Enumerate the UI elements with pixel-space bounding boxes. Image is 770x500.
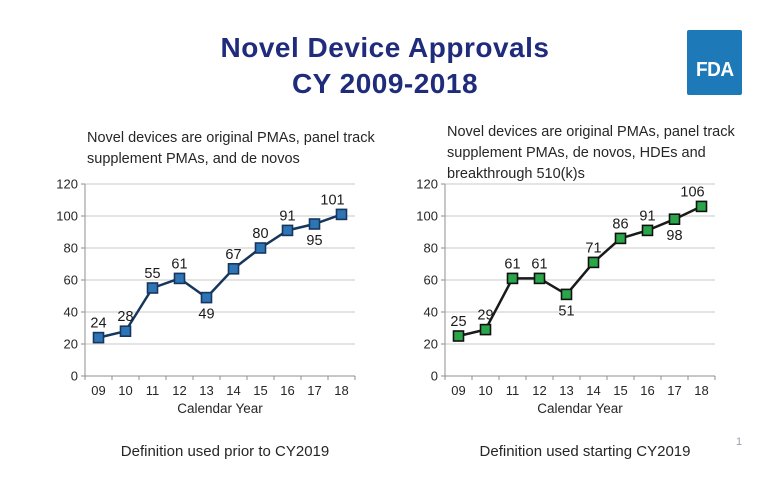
data-point-label: 91 <box>639 208 655 224</box>
page-title: Novel Device Approvals CY 2009-2018 <box>0 30 770 102</box>
data-point-marker <box>452 330 465 342</box>
title-line-2: CY 2009-2018 <box>291 68 479 99</box>
y-tick-label: 20 <box>424 337 438 352</box>
data-point-label: 61 <box>531 256 547 272</box>
chart-panel-prior-definition: Novel devices are original PMAs, panel t… <box>45 110 385 475</box>
data-point-label: 91 <box>279 208 295 224</box>
data-point-marker <box>641 224 654 237</box>
chart-caption-prior: Definition used prior to CY2019 <box>120 443 330 460</box>
y-tick-label: 40 <box>64 305 78 320</box>
data-point-marker <box>533 272 546 285</box>
x-tick-label: 15 <box>253 383 267 398</box>
page-number: 1 <box>736 436 743 448</box>
data-point-label: 51 <box>558 303 574 319</box>
fda-logo-text: FDA <box>695 59 734 81</box>
x-tick-label: 14 <box>586 383 600 398</box>
x-tick-label: 11 <box>506 383 520 398</box>
y-tick-label: 40 <box>424 305 438 320</box>
x-tick-label: 16 <box>280 383 294 398</box>
data-point-marker <box>587 256 600 269</box>
data-line <box>98 213 342 339</box>
data-point-label: 98 <box>666 228 682 244</box>
y-tick-label: 80 <box>64 241 78 256</box>
y-tick-label: 0 <box>71 369 78 384</box>
data-point-label: 49 <box>198 307 214 323</box>
x-tick-label: 18 <box>694 383 708 398</box>
data-point-label: 61 <box>171 256 187 272</box>
title-line-1: Novel Device Approvals <box>220 32 550 63</box>
x-tick-label: 09 <box>91 383 105 398</box>
x-tick-label: 12 <box>532 383 546 398</box>
chart-subtitle-prior: Novel devices are original PMAs, panel t… <box>87 130 375 167</box>
data-point-marker <box>227 263 240 275</box>
data-point-marker <box>173 272 186 285</box>
data-point-marker <box>479 323 492 336</box>
x-tick-label: 10 <box>118 383 132 398</box>
data-point-marker <box>146 282 159 294</box>
data-point-label: 71 <box>585 240 601 256</box>
data-point-marker <box>200 291 213 304</box>
data-point-label: 106 <box>680 184 704 200</box>
data-point-label: 86 <box>612 216 628 232</box>
y-tick-label: 120 <box>416 177 438 192</box>
data-point-label: 24 <box>90 316 106 332</box>
chart-panel-starting-definition: Novel devices are original PMAs, panel t… <box>405 110 745 475</box>
data-line <box>458 205 703 338</box>
x-tick-label: 17 <box>307 383 321 398</box>
chart-caption-starting: Definition used starting CY2019 <box>479 443 691 460</box>
y-tick-label: 20 <box>64 337 78 352</box>
data-point-marker <box>695 200 708 213</box>
data-point-label: 55 <box>144 266 160 282</box>
data-point-marker <box>281 224 294 237</box>
x-tick-label: 16 <box>640 383 654 398</box>
y-tick-label: 100 <box>416 209 438 224</box>
data-point-marker <box>335 208 348 221</box>
data-point-marker <box>614 232 627 245</box>
x-tick-label: 09 <box>451 383 465 398</box>
data-point-marker <box>254 242 267 254</box>
fda-logo: FDA <box>687 30 742 95</box>
x-axis-title: Calendar Year <box>177 401 263 416</box>
y-tick-label: 0 <box>431 369 438 384</box>
y-tick-label: 120 <box>56 177 78 192</box>
data-point-label: 29 <box>477 308 493 324</box>
data-point-marker <box>119 325 132 337</box>
data-point-label: 80 <box>252 226 268 242</box>
x-tick-label: 13 <box>199 383 213 398</box>
data-point-label: 95 <box>306 233 322 249</box>
data-point-label: 101 <box>320 192 344 208</box>
x-tick-label: 14 <box>226 383 240 398</box>
y-tick-label: 60 <box>64 273 78 288</box>
data-point-label: 28 <box>117 309 133 325</box>
x-tick-label: 15 <box>613 383 627 398</box>
line-chart-prior-definition: 0 20 40 60 80 100 120 09 10 11 12 13 14 15 16 17 18 Calen… <box>56 177 356 416</box>
x-tick-label: 10 <box>478 383 492 398</box>
y-tick-label: 80 <box>424 241 438 256</box>
x-tick-label: 11 <box>146 383 160 398</box>
data-point-label: 61 <box>504 256 520 272</box>
line-chart-starting-definition: 0 20 40 60 80 100 120 09 10 11 12 13 14 15 16 17 18 Calen… <box>416 177 716 416</box>
y-tick-label: 100 <box>56 209 78 224</box>
x-tick-label: 18 <box>334 383 348 398</box>
data-point-label: 25 <box>450 314 466 330</box>
data-point-marker <box>506 272 519 285</box>
data-point-marker <box>92 331 105 344</box>
y-tick-label: 60 <box>424 273 438 288</box>
x-axis-title: Calendar Year <box>537 401 623 416</box>
x-tick-label: 12 <box>172 383 186 398</box>
data-point-marker <box>560 288 573 301</box>
chart-subtitle-starting: Novel devices are original PMAs, panel t… <box>447 124 735 182</box>
data-point-marker <box>668 213 681 226</box>
data-point-marker <box>308 218 321 230</box>
data-point-label: 67 <box>225 247 241 263</box>
x-tick-label: 13 <box>559 383 573 398</box>
x-tick-label: 17 <box>667 383 681 398</box>
